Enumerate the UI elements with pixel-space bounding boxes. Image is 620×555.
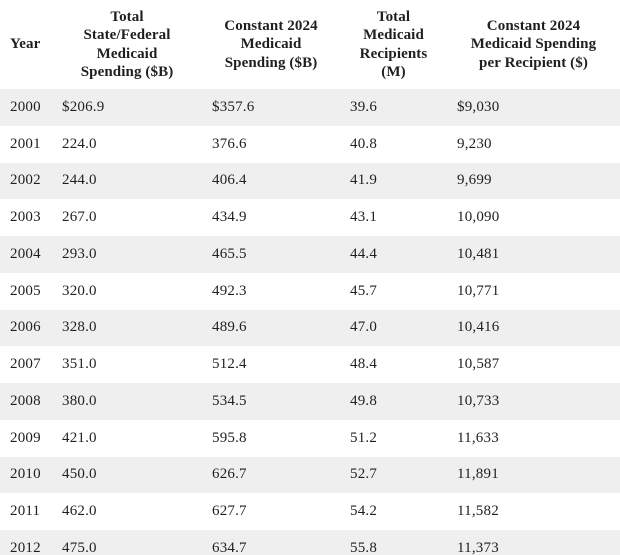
cell-year: 2007: [10, 356, 41, 373]
cell-total-medicaid-recipients: 51.2: [350, 429, 378, 446]
cell-year: 2005: [10, 282, 41, 299]
cell-total-medicaid-recipients: 45.7: [350, 282, 378, 299]
cell-total-state-federal-medicaid-spending: $206.9: [62, 98, 105, 115]
cell-constant-2024-medicaid-spending: $357.6: [212, 98, 255, 115]
cell-constant-2024-medicaid-spending: 627.7: [212, 503, 247, 520]
cell-constant-2024-spending-per-recipient: 9,699: [457, 172, 492, 189]
cell-total-state-federal-medicaid-spending: 267.0: [62, 209, 97, 226]
column-header-year: Year: [0, 0, 52, 89]
cell-year: 2006: [10, 319, 41, 336]
table-row: 2003 267.0 434.9 43.1 10,090: [0, 199, 620, 236]
cell-total-state-federal-medicaid-spending: 462.0: [62, 503, 97, 520]
cell-total-medicaid-recipients: 55.8: [350, 539, 378, 555]
cell-constant-2024-spending-per-recipient: 11,373: [457, 539, 499, 555]
cell-total-state-federal-medicaid-spending: 380.0: [62, 392, 97, 409]
column-header-constant-2024-spending-per-recipient: Constant 2024 Medicaid Spending per Reci…: [447, 0, 620, 89]
cell-constant-2024-spending-per-recipient: 10,587: [457, 356, 500, 373]
table-row: 2010 450.0 626.7 52.7 11,891: [0, 456, 620, 494]
table-row: 2009 421.0 595.8 51.2 11,633: [0, 419, 620, 457]
cell-year: 2008: [10, 392, 41, 409]
cell-constant-2024-medicaid-spending: 626.7: [212, 466, 247, 483]
cell-constant-2024-medicaid-spending: 595.8: [212, 429, 247, 446]
cell-constant-2024-medicaid-spending: 489.6: [212, 319, 247, 336]
table-row: 2004 293.0 465.5 44.4 10,481: [0, 236, 620, 273]
cell-constant-2024-spending-per-recipient: 11,582: [457, 503, 499, 520]
cell-constant-2024-medicaid-spending: 465.5: [212, 245, 247, 262]
cell-total-state-federal-medicaid-spending: 320.0: [62, 282, 97, 299]
cell-constant-2024-spending-per-recipient: $9,030: [457, 98, 500, 115]
cell-constant-2024-spending-per-recipient: 11,891: [457, 466, 499, 483]
table-header: Year Total State/Federal Medicaid Spendin…: [0, 0, 620, 89]
cell-constant-2024-medicaid-spending: 634.7: [212, 539, 247, 555]
table-body: 2000 $206.9 $357.6 39.6 $9,030 2001 224.0 376.6…: [0, 89, 620, 555]
cell-constant-2024-medicaid-spending: 376.6: [212, 135, 247, 152]
cell-constant-2024-spending-per-recipient: 10,090: [457, 209, 500, 226]
cell-total-medicaid-recipients: 40.8: [350, 135, 378, 152]
cell-constant-2024-spending-per-recipient: 9,230: [457, 135, 492, 152]
cell-constant-2024-spending-per-recipient: 10,481: [457, 245, 500, 262]
header-row: Year Total State/Federal Medicaid Spendin…: [0, 0, 620, 89]
cell-year: 2009: [10, 429, 41, 446]
table-row: 2001 224.0 376.6 40.8 9,230: [0, 125, 620, 163]
cell-total-state-federal-medicaid-spending: 328.0: [62, 319, 97, 336]
table-row: 2007 351.0 512.4 48.4 10,587: [0, 346, 620, 383]
cell-total-state-federal-medicaid-spending: 450.0: [62, 466, 97, 483]
cell-year: 2003: [10, 209, 41, 226]
table-row: 2000 $206.9 $357.6 39.6 $9,030: [0, 89, 620, 126]
cell-constant-2024-medicaid-spending: 406.4: [212, 172, 247, 189]
cell-total-medicaid-recipients: 54.2: [350, 503, 378, 520]
cell-total-medicaid-recipients: 52.7: [350, 466, 378, 483]
cell-constant-2024-spending-per-recipient: 10,416: [457, 319, 500, 336]
cell-year: 2002: [10, 172, 41, 189]
column-header-total-medicaid-recipients: Total Medicaid Recipients (M): [340, 0, 447, 89]
cell-total-medicaid-recipients: 41.9: [350, 172, 378, 189]
cell-year: 2004: [10, 245, 41, 262]
table-row: 2002 244.0 406.4 41.9 9,699: [0, 162, 620, 200]
table-row: 2012 475.0 634.7 55.8 11,373: [0, 530, 620, 555]
cell-total-state-federal-medicaid-spending: 475.0: [62, 539, 97, 555]
cell-total-state-federal-medicaid-spending: 421.0: [62, 429, 97, 446]
cell-total-state-federal-medicaid-spending: 244.0: [62, 172, 97, 189]
cell-constant-2024-medicaid-spending: 512.4: [212, 356, 247, 373]
cell-year: 2011: [10, 503, 41, 520]
column-header-total-state-federal-medicaid-spending: Total State/Federal Medicaid Spending ($…: [52, 0, 202, 89]
cell-total-medicaid-recipients: 47.0: [350, 319, 378, 336]
table-row: 2005 320.0 492.3 45.7 10,771: [0, 272, 620, 310]
cell-constant-2024-medicaid-spending: 492.3: [212, 282, 247, 299]
cell-total-state-federal-medicaid-spending: 224.0: [62, 135, 97, 152]
cell-constant-2024-spending-per-recipient: 10,771: [457, 282, 500, 299]
cell-total-medicaid-recipients: 49.8: [350, 392, 378, 409]
cell-total-state-federal-medicaid-spending: 351.0: [62, 356, 97, 373]
cell-year: 2012: [10, 539, 41, 555]
table-row: 2008 380.0 534.5 49.8 10,733: [0, 383, 620, 420]
column-header-constant-2024-medicaid-spending: Constant 2024 Medicaid Spending ($B): [202, 0, 340, 89]
cell-total-medicaid-recipients: 44.4: [350, 245, 378, 262]
cell-year: 2000: [10, 98, 41, 115]
cell-constant-2024-spending-per-recipient: 10,733: [457, 392, 500, 409]
table-row: 2006 328.0 489.6 47.0 10,416: [0, 309, 620, 347]
cell-constant-2024-spending-per-recipient: 11,633: [457, 429, 499, 446]
cell-total-medicaid-recipients: 48.4: [350, 356, 378, 373]
cell-total-medicaid-recipients: 39.6: [350, 98, 378, 115]
cell-total-medicaid-recipients: 43.1: [350, 209, 378, 226]
table-row: 2011 462.0 627.7 54.2 11,582: [0, 493, 620, 530]
cell-year: 2001: [10, 135, 41, 152]
cell-constant-2024-medicaid-spending: 534.5: [212, 392, 247, 409]
cell-total-state-federal-medicaid-spending: 293.0: [62, 245, 97, 262]
cell-constant-2024-medicaid-spending: 434.9: [212, 209, 247, 226]
cell-year: 2010: [10, 466, 41, 483]
